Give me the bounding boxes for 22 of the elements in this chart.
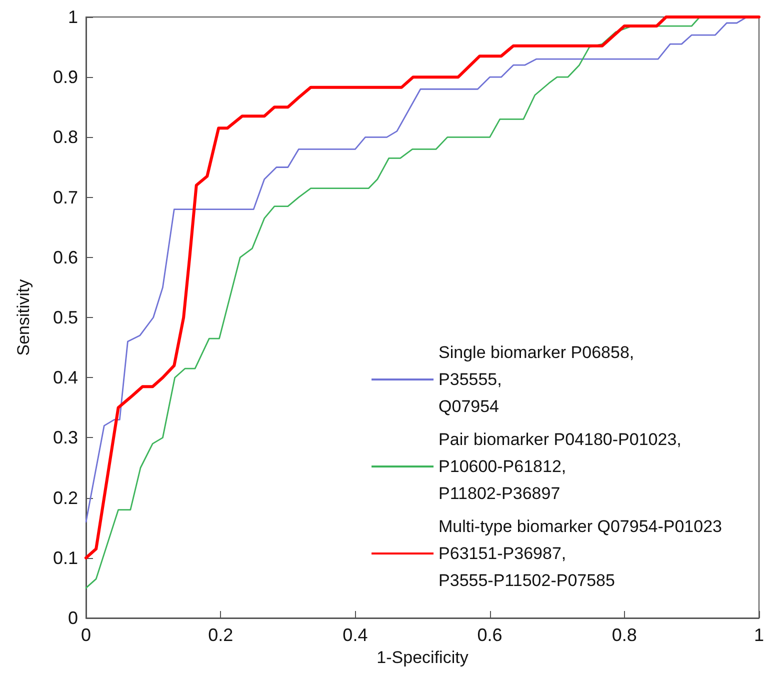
y-tick-label: 1 [68,7,78,27]
y-tick-label: 0.7 [52,187,78,208]
x-tick-label: 0.8 [612,625,637,645]
y-tick-label: 0.1 [52,548,78,568]
y-tick-label: 0.2 [52,488,78,508]
y-tick-label: 0.5 [52,308,78,328]
y-tick-label: 0.9 [52,67,78,88]
x-tick-label: 0.6 [477,625,502,645]
y-tick-label: 0.4 [52,368,78,388]
legend-label: Multi-type biomarker Q07954-P01023 P63151-P36987, P3555-P11502-P07585 [438,517,722,590]
y-axis-title: Sensitivity [14,278,33,356]
x-tick-label: 0.4 [342,625,368,645]
legend-label: Pair biomarker P04180-P01023, P10600-P61812, P11802-P36897 [438,430,682,503]
y-tick-label: 0 [68,608,78,628]
x-tick-label: 0 [80,625,92,645]
legend-label: Single biomarker P06858, P35555, Q07954 [438,343,634,416]
y-tick-label: 0.3 [52,428,78,448]
x-tick-label: 1 [754,625,764,645]
x-tick-label: 0.2 [208,625,234,645]
y-tick-label: 0.8 [52,127,78,148]
x-axis-title: 1-Specificity [376,648,469,667]
y-tick-label: 0.6 [52,247,78,268]
